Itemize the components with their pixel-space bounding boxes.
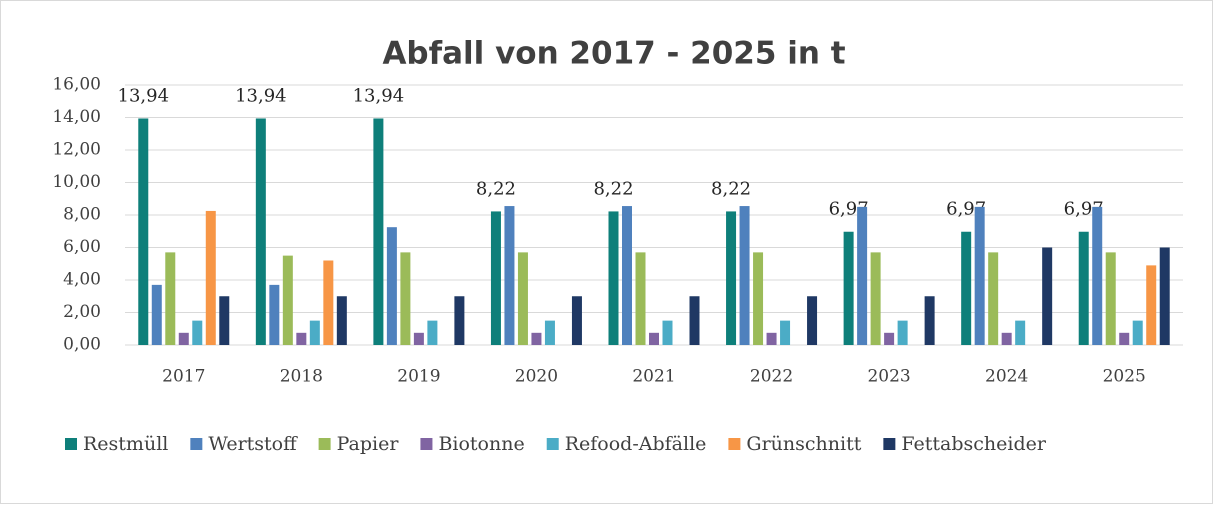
bar (608, 211, 619, 345)
bar (504, 206, 515, 345)
bar (454, 296, 465, 345)
y-tick-label: 16,00 (52, 75, 101, 95)
legend-label: Wertstoff (208, 433, 298, 455)
legend-swatch (546, 438, 559, 450)
legend-swatch (728, 438, 741, 450)
bar (807, 296, 818, 345)
legend-label: Biotonne (438, 433, 524, 455)
legend-swatch (318, 438, 331, 450)
bar (924, 296, 935, 345)
bar (870, 252, 881, 345)
bar (255, 118, 266, 345)
bar (1015, 320, 1026, 345)
bar (1092, 206, 1103, 345)
y-tick-label: 2,00 (63, 302, 101, 322)
bar (1146, 265, 1157, 345)
bar (309, 320, 320, 345)
bar (884, 332, 895, 345)
bar (413, 332, 424, 345)
bar (739, 206, 750, 345)
bar (178, 332, 189, 345)
legend-swatch (65, 438, 77, 450)
legend-label: Refood-Abfälle (565, 433, 707, 455)
bar (336, 296, 347, 345)
bar (1119, 332, 1130, 345)
legend-swatch (883, 438, 896, 450)
bar (766, 332, 777, 345)
bar (753, 252, 764, 345)
bar (400, 252, 411, 345)
bar (1078, 231, 1089, 345)
legend-label: Fettabscheider (901, 433, 1047, 455)
bar (1105, 252, 1116, 345)
bar (649, 332, 659, 345)
bar (544, 320, 555, 345)
bar (269, 284, 280, 345)
bar (1132, 320, 1143, 345)
bar (988, 252, 999, 345)
bar (323, 260, 334, 345)
y-tick-label: 14,00 (52, 107, 101, 127)
bar (843, 231, 854, 345)
x-tick-label: 2022 (750, 367, 793, 387)
legend-label: Grünschnitt (746, 433, 861, 455)
y-tick-label: 4,00 (63, 270, 101, 290)
x-tick-label: 2017 (162, 367, 205, 387)
bar (571, 296, 582, 345)
legend-label: Restmüll (83, 433, 168, 455)
y-tick-label: 8,00 (63, 205, 101, 225)
bar (1042, 247, 1053, 345)
legend-swatch (190, 438, 203, 450)
data-label: 8,22 (711, 178, 751, 199)
bar (961, 231, 972, 345)
data-label: 8,22 (593, 178, 633, 199)
y-tick-label: 6,00 (63, 237, 101, 257)
y-tick-label: 10,00 (52, 172, 101, 192)
bar (219, 296, 230, 345)
bar (1159, 247, 1170, 345)
bar (622, 206, 632, 345)
bar (490, 211, 501, 345)
bar (897, 320, 908, 345)
bar (282, 255, 293, 345)
bar (165, 252, 176, 345)
bar (296, 332, 307, 345)
data-label: 13,94 (235, 85, 287, 106)
bar (974, 206, 985, 345)
bar (517, 252, 528, 345)
y-tick-label: 12,00 (52, 140, 101, 160)
x-tick-label: 2021 (632, 367, 675, 387)
bar (726, 211, 737, 345)
bar (205, 210, 216, 345)
bar (1001, 332, 1012, 345)
data-label: 13,94 (353, 85, 405, 106)
x-tick-label: 2024 (985, 367, 1028, 387)
x-tick-label: 2023 (867, 367, 910, 387)
bar (192, 320, 203, 345)
bar (689, 296, 700, 345)
legend-label: Papier (337, 433, 400, 455)
bar (635, 252, 646, 345)
data-label: 13,94 (118, 85, 170, 106)
legend-swatch (420, 438, 433, 450)
bar (780, 320, 791, 345)
bar (386, 227, 397, 345)
bar (373, 118, 384, 345)
x-tick-label: 2025 (1103, 367, 1146, 387)
bar (531, 332, 542, 345)
y-tick-label: 0,00 (63, 335, 101, 355)
bar (662, 320, 673, 345)
bar (151, 284, 162, 345)
x-tick-label: 2020 (515, 367, 558, 387)
data-label: 8,22 (476, 178, 516, 199)
bar (427, 320, 438, 345)
bar (857, 206, 868, 345)
chart-title: Abfall von 2017 - 2025 in t (382, 36, 845, 72)
x-tick-label: 2019 (397, 367, 440, 387)
x-tick-label: 2018 (280, 367, 323, 387)
bar (138, 118, 149, 345)
